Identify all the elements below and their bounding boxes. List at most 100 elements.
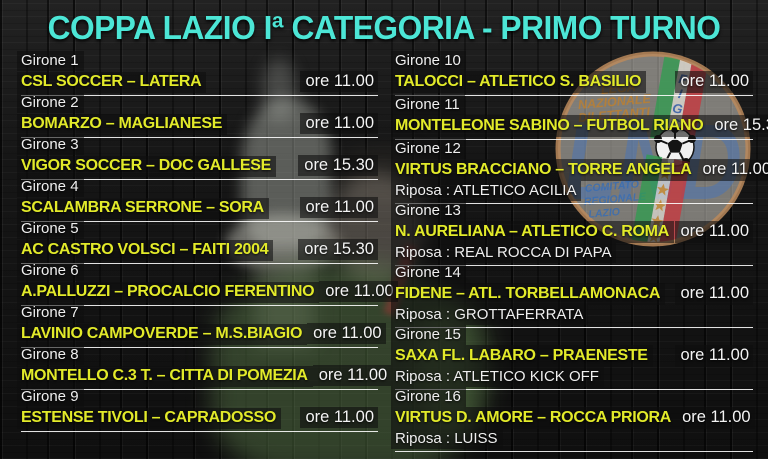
girone-label: Girone 1	[17, 51, 378, 71]
girone-label: Girone 12	[391, 139, 753, 159]
fixture-block: Girone 9 ESTENSE TIVOLI – CAPRADOSSO ore…	[17, 387, 378, 432]
match-time: ore 11.00	[696, 159, 768, 181]
match-time: ore 11.00	[299, 407, 378, 428]
separator-line	[395, 389, 753, 390]
match-teams: A.PALLUZZI – PROCALCIO FERENTINO	[17, 282, 320, 303]
match-teams: ESTENSE TIVOLI – CAPRADOSSO	[17, 408, 282, 429]
girone-label: Girone 15	[391, 325, 753, 345]
trophy-tip-shape	[262, 58, 296, 122]
match-time: ore 11.00	[674, 221, 753, 243]
match-time: ore 11.00	[299, 113, 378, 134]
girone-label: Girone 14	[391, 263, 753, 283]
riposa-label: Riposa : ATLETICO KICK OFF	[391, 367, 753, 387]
svg-text:LAZIO: LAZIO	[588, 206, 620, 221]
match-row: FIDENE – ATL. TORBELLAMONACA ore 11.00	[391, 283, 753, 305]
separator-line	[21, 305, 378, 306]
match-teams: SAXA FL. LABARO – PRAENESTE	[391, 345, 653, 367]
match-teams: AC CASTRO VOLSCI – FAITI 2004	[17, 240, 274, 261]
match-row: TALOCCI – ATLETICO S. BASILIO ore 11.00	[391, 71, 753, 93]
separator-line	[395, 203, 753, 204]
fixture-block: Girone 10 TALOCCI – ATLETICO S. BASILIO …	[391, 51, 753, 96]
match-row: VIRTUS D. AMORE – ROCCA PRIORA ore 11.00	[391, 407, 755, 429]
girone-label: Girone 10	[391, 51, 753, 71]
match-row: SCALAMBRA SERRONE – SORA ore 11.00	[17, 197, 378, 219]
girone-label: Girone 2	[17, 93, 378, 113]
match-time: ore 11.00	[674, 71, 753, 93]
page-title: COPPA LAZIO Iª CATEGORIA - PRIMO TURNO	[47, 9, 721, 46]
match-row: CSL SOCCER – LATERA ore 11.00	[17, 71, 378, 93]
separator-line	[21, 389, 378, 390]
match-row: AC CASTRO VOLSCI – FAITI 2004 ore 15.30	[17, 239, 378, 261]
separator-line	[395, 327, 753, 328]
match-time: ore 11.00	[312, 365, 392, 386]
match-row: VIRTUS BRACCIANO – TORRE ANGELA ore 11.0…	[391, 159, 768, 181]
riposa-label: Riposa : REAL ROCCA DI PAPA	[391, 243, 753, 263]
girone-label: Girone 7	[17, 303, 378, 323]
fixture-block: Girone 15 SAXA FL. LABARO – PRAENESTE or…	[391, 325, 753, 390]
match-time: ore 11.00	[674, 283, 753, 305]
match-teams: VIRTUS D. AMORE – ROCCA PRIORA	[391, 407, 677, 429]
match-teams: N. AURELIANA – ATLETICO C. ROMA	[391, 221, 674, 243]
figc-letter: I	[677, 86, 684, 101]
match-time: ore 15.30	[708, 115, 768, 137]
match-time: ore 11.00	[307, 323, 386, 344]
match-teams: VIRTUS BRACCIANO – TORRE ANGELA	[391, 159, 697, 181]
match-row: N. AURELIANA – ATLETICO C. ROMA ore 11.0…	[391, 221, 753, 243]
girone-label: Girone 8	[17, 345, 378, 365]
girone-label: Girone 13	[391, 201, 753, 221]
fixture-block: Girone 16 VIRTUS D. AMORE – ROCCA PRIORA…	[391, 387, 755, 452]
separator-line	[395, 451, 753, 452]
fixture-block: Girone 2 BOMARZO – MAGLIANESE ore 11.00	[17, 93, 378, 138]
girone-label: Girone 4	[17, 177, 378, 197]
match-teams: SCALAMBRA SERRONE – SORA	[17, 198, 269, 219]
match-teams: MONTELEONE SABINO – FUTBOL RIANO	[391, 115, 709, 137]
match-teams: TALOCCI – ATLETICO S. BASILIO	[391, 71, 647, 93]
separator-line	[21, 221, 378, 222]
fixtures-right-column: Girone 10 TALOCCI – ATLETICO S. BASILIO …	[391, 51, 768, 452]
match-teams: BOMARZO – MAGLIANESE	[17, 114, 228, 135]
separator-line	[21, 347, 378, 348]
fixture-block: Girone 11 MONTELEONE SABINO – FUTBOL RIA…	[391, 95, 768, 140]
match-teams: VIGOR SOCCER – DOC GALLESE	[17, 156, 277, 177]
separator-line	[21, 263, 378, 264]
match-time: ore 11.00	[319, 281, 398, 302]
fixture-block: Girone 4 SCALAMBRA SERRONE – SORA ore 11…	[17, 177, 378, 222]
fixture-block: Girone 6 A.PALLUZZI – PROCALCIO FERENTIN…	[17, 261, 398, 306]
svg-text:COMITATO: COMITATO	[584, 178, 639, 195]
fixture-block: Girone 5 AC CASTRO VOLSCI – FAITI 2004 o…	[17, 219, 378, 264]
girone-label: Girone 3	[17, 135, 378, 155]
match-row: SAXA FL. LABARO – PRAENESTE ore 11.00	[391, 345, 753, 367]
girone-label: Girone 5	[17, 219, 378, 239]
match-teams: LAVINIO CAMPOVERDE – M.S.BIAGIO	[17, 324, 308, 345]
separator-line	[21, 431, 378, 432]
riposa-label: Riposa : GROTTAFERRATA	[391, 305, 753, 325]
fixtures-left-column: Girone 1 CSL SOCCER – LATERA ore 11.00 G…	[17, 51, 398, 432]
separator-line	[21, 137, 378, 138]
girone-label: Girone 9	[17, 387, 378, 407]
fixture-block: Girone 8 MONTELLO C.3 T. – CITTA DI POME…	[17, 345, 392, 390]
fixture-block: Girone 13 N. AURELIANA – ATLETICO C. ROM…	[391, 201, 753, 266]
separator-line	[395, 95, 753, 96]
match-time: ore 11.00	[299, 197, 378, 218]
riposa-label: Riposa : LUISS	[391, 429, 753, 449]
match-time: ore 11.00	[299, 71, 378, 92]
girone-label: Girone 16	[391, 387, 753, 407]
match-row: ESTENSE TIVOLI – CAPRADOSSO ore 11.00	[17, 407, 378, 429]
match-teams: CSL SOCCER – LATERA	[17, 72, 207, 93]
separator-line	[395, 139, 753, 140]
svg-text:NAZIONALE: NAZIONALE	[577, 92, 652, 112]
match-time: ore 15.30	[298, 239, 378, 260]
separator-line	[21, 179, 378, 180]
match-row: A.PALLUZZI – PROCALCIO FERENTINO ore 11.…	[17, 281, 398, 303]
match-teams: FIDENE – ATL. TORBELLAMONACA	[391, 283, 666, 305]
match-row: LAVINIO CAMPOVERDE – M.S.BIAGIO ore 11.0…	[17, 323, 386, 345]
match-row: MONTELLO C.3 T. – CITTA DI POMEZIA ore 1…	[17, 365, 392, 387]
match-time: ore 15.30	[298, 155, 378, 176]
girone-label: Girone 6	[17, 261, 378, 281]
separator-line	[395, 265, 753, 266]
fixture-block: Girone 1 CSL SOCCER – LATERA ore 11.00	[17, 51, 378, 96]
match-time: ore 11.00	[676, 407, 755, 429]
fixture-block: Girone 12 VIRTUS BRACCIANO – TORRE ANGEL…	[391, 139, 768, 204]
separator-line	[21, 95, 378, 96]
